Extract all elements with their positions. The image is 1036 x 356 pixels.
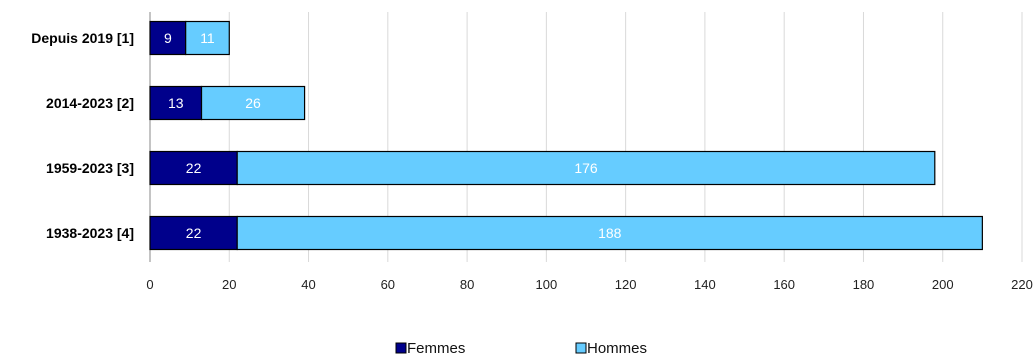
bar-hommes-2 [236, 150, 936, 186]
x-tick-label: 80 [460, 277, 474, 292]
data-label-hommes: 188 [598, 225, 622, 241]
category-labels: Depuis 2019 [1] 2014-2023 [2] 1959-2023 [3… [31, 30, 134, 241]
legend-swatch-hommes [575, 342, 587, 354]
bar-hommes-0 [185, 20, 230, 56]
x-tick-labels: 0 20 40 60 80 100 120 140 160 180 200 220 [146, 277, 1032, 292]
data-label-hommes: 176 [574, 160, 598, 176]
x-tick-label: 20 [222, 277, 236, 292]
x-tick-label: 180 [853, 277, 875, 292]
legend-label-hommes: Hommes [587, 340, 647, 356]
data-label-femmes: 22 [186, 160, 202, 176]
x-tick-label: 100 [536, 277, 558, 292]
category-label: Depuis 2019 [1] [31, 30, 134, 46]
bar-femmes-1 [149, 85, 203, 121]
bars: 9 11 13 26 22 176 22 188 [149, 20, 983, 251]
data-label-femmes: 13 [168, 95, 184, 111]
legend-swatch-femmes [395, 342, 407, 354]
data-label-femmes: 22 [186, 225, 202, 241]
bar-femmes-0 [149, 20, 187, 56]
legend-label-femmes: Femmes [407, 340, 465, 356]
x-tick-label: 120 [615, 277, 637, 292]
x-tick-label: 140 [694, 277, 716, 292]
x-tick-label: 0 [146, 277, 153, 292]
bar-hommes-3 [236, 215, 983, 251]
x-tick-label: 220 [1011, 277, 1033, 292]
x-tick-label: 60 [381, 277, 395, 292]
category-label: 1938-2023 [4] [46, 225, 134, 241]
x-tick-label: 40 [301, 277, 315, 292]
data-label-hommes: 11 [200, 30, 215, 46]
bar-hommes-1 [200, 85, 306, 121]
data-label-femmes: 9 [164, 30, 172, 46]
category-label: 1959-2023 [3] [46, 160, 134, 176]
x-tick-label: 160 [773, 277, 795, 292]
category-label: 2014-2023 [2] [46, 95, 134, 111]
bar-femmes-2 [149, 150, 238, 186]
data-label-hommes: 26 [245, 95, 261, 111]
x-tick-label: 200 [932, 277, 954, 292]
legend: Femmes Hommes [395, 340, 647, 356]
bar-femmes-3 [149, 215, 238, 251]
